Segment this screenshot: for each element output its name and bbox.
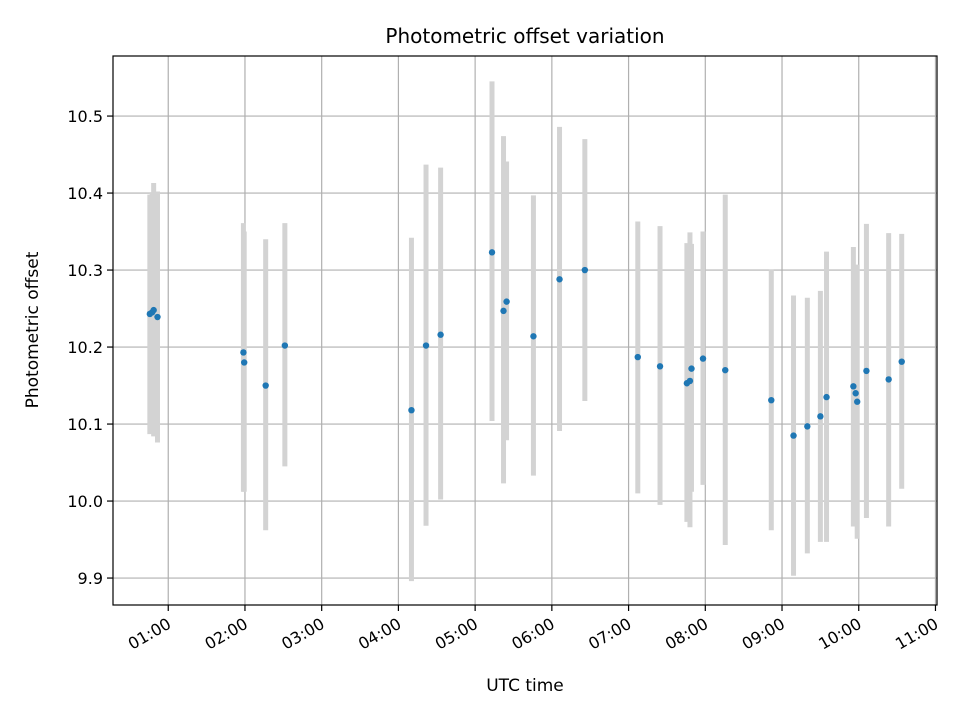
data-point xyxy=(817,413,824,420)
data-point xyxy=(863,367,870,375)
data-point xyxy=(488,249,496,256)
y-tick-label: 10.4 xyxy=(67,184,103,203)
data-point xyxy=(240,349,247,356)
chart-title: Photometric offset variation xyxy=(385,24,664,48)
data-point xyxy=(530,333,537,340)
data-point xyxy=(556,276,563,283)
data-point xyxy=(688,365,695,372)
data-points xyxy=(146,249,905,439)
y-tick-label: 9.9 xyxy=(78,569,103,588)
y-tick-label: 10.3 xyxy=(67,261,103,280)
data-point xyxy=(850,383,857,390)
data-point xyxy=(240,359,248,366)
data-point xyxy=(262,382,269,389)
data-point xyxy=(500,307,507,315)
data-point xyxy=(852,390,859,397)
data-point xyxy=(768,396,775,404)
grid xyxy=(113,56,937,605)
data-point xyxy=(581,266,589,274)
data-point xyxy=(885,376,892,383)
data-point xyxy=(503,298,510,305)
data-point xyxy=(686,377,694,385)
data-point xyxy=(854,398,861,405)
data-point xyxy=(437,331,444,338)
data-point xyxy=(150,306,157,314)
y-tick-label: 10.1 xyxy=(67,415,103,434)
data-point xyxy=(790,432,797,439)
data-point xyxy=(699,355,707,362)
data-point xyxy=(823,393,830,401)
data-point xyxy=(634,353,641,361)
y-axis-label: Photometric offset xyxy=(23,251,43,408)
data-point xyxy=(422,342,430,349)
x-axis-label: UTC time xyxy=(486,676,564,696)
y-tick-label: 10.0 xyxy=(67,492,103,511)
data-point xyxy=(656,363,664,370)
y-tick-label: 10.5 xyxy=(67,107,103,126)
data-point xyxy=(408,406,415,414)
data-point xyxy=(722,366,729,374)
plot-frame xyxy=(112,55,938,606)
data-point xyxy=(898,358,905,365)
y-tick-label: 10.2 xyxy=(67,338,103,357)
data-point xyxy=(154,313,161,321)
y-axis-ticks: 9.9 10.0 10.1 10.2 10.3 10.4 10.5 xyxy=(67,107,113,588)
data-point xyxy=(804,423,811,430)
data-point xyxy=(281,342,289,349)
